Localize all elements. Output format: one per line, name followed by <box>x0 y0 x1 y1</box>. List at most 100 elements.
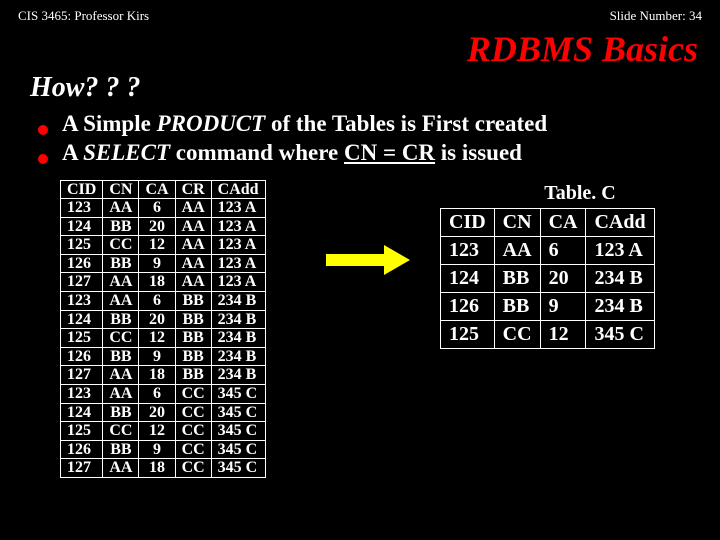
table-cell: 20 <box>139 310 175 329</box>
table-cell: 18 <box>139 366 175 385</box>
table-cell: AA <box>103 199 139 218</box>
table-cell: 345 C <box>211 403 265 422</box>
result-table: CIDCNCACAdd 123AA6123 A124BB20234 B126BB… <box>440 208 655 349</box>
table-cell: 18 <box>139 459 175 478</box>
table-cell: 123 <box>61 385 103 404</box>
bullet-icon <box>38 154 48 164</box>
table-cell: BB <box>103 310 139 329</box>
table-cell: 345 C <box>211 422 265 441</box>
table-cell: BB <box>103 347 139 366</box>
table-row: 126BB9CC345 C <box>61 440 266 459</box>
table-cell: BB <box>103 217 139 236</box>
table-header: CAdd <box>211 180 265 199</box>
table-cell: AA <box>103 292 139 311</box>
table-cell: 345 C <box>211 459 265 478</box>
table-row: 123AA6AA123 A <box>61 199 266 218</box>
table-cell: 234 B <box>211 310 265 329</box>
bullet-item: A SELECT command where CN = CR is issued <box>38 139 720 168</box>
table-cell: 123 <box>61 199 103 218</box>
table-row: 124BB20234 B <box>441 264 655 292</box>
table-cell: CC <box>175 440 211 459</box>
table-cell: BB <box>103 254 139 273</box>
table-cell: 124 <box>441 264 495 292</box>
table-cell: CC <box>175 459 211 478</box>
table-cell: BB <box>175 292 211 311</box>
table-row: 125CC12CC345 C <box>61 422 266 441</box>
table-header: CID <box>61 180 103 199</box>
result-table-title: Table. C <box>480 182 680 205</box>
table-row: 123AA6BB234 B <box>61 292 266 311</box>
bullet-item: A Simple PRODUCT of the Tables is First … <box>38 110 720 139</box>
bullet-list: A Simple PRODUCT of the Tables is First … <box>0 110 720 168</box>
slide-title: RDBMS Basics <box>0 28 720 70</box>
table-row: 124BB20BB234 B <box>61 310 266 329</box>
table-cell: 234 B <box>211 329 265 348</box>
table-cell: BB <box>494 264 540 292</box>
table-cell: 125 <box>61 422 103 441</box>
table-cell: AA <box>103 459 139 478</box>
table-header: CN <box>494 208 540 236</box>
table-cell: AA <box>175 254 211 273</box>
table-cell: CC <box>175 385 211 404</box>
table-cell: 6 <box>139 199 175 218</box>
table-cell: 123 A <box>211 254 265 273</box>
arrow-icon <box>325 245 415 275</box>
table-cell: CC <box>175 422 211 441</box>
product-table: CIDCNCACRCAdd 123AA6AA123 A124BB20AA123 … <box>60 180 266 479</box>
table-cell: 127 <box>61 273 103 292</box>
table-row: 124BB20CC345 C <box>61 403 266 422</box>
bullet-text: A <box>62 140 83 165</box>
table-cell: 6 <box>139 292 175 311</box>
table-cell: AA <box>175 273 211 292</box>
table-cell: 123 A <box>211 273 265 292</box>
table-cell: BB <box>103 440 139 459</box>
table-row: 125CC12345 C <box>441 320 655 348</box>
table-cell: AA <box>103 366 139 385</box>
table-row: 123AA6CC345 C <box>61 385 266 404</box>
table-cell: 6 <box>540 236 586 264</box>
table-cell: 234 B <box>211 366 265 385</box>
table-cell: 127 <box>61 459 103 478</box>
table-cell: 123 A <box>586 236 654 264</box>
table-cell: AA <box>175 236 211 255</box>
bullet-em: SELECT <box>83 140 170 165</box>
table-cell: 123 <box>441 236 495 264</box>
table-cell: 126 <box>61 254 103 273</box>
table-cell: BB <box>175 329 211 348</box>
table-row: 126BB9AA123 A <box>61 254 266 273</box>
table-header: CA <box>540 208 586 236</box>
table-cell: AA <box>494 236 540 264</box>
table-cell: CC <box>103 329 139 348</box>
table-cell: BB <box>103 403 139 422</box>
slide-subhead: How? ? ? <box>0 72 720 104</box>
table-cell: 123 A <box>211 236 265 255</box>
table-header: CN <box>103 180 139 199</box>
table-row: 127AA18BB234 B <box>61 366 266 385</box>
bullet-text: of the Tables is First created <box>265 111 547 136</box>
table-cell: 12 <box>540 320 586 348</box>
table-row: 127AA18CC345 C <box>61 459 266 478</box>
table-cell: 123 <box>61 292 103 311</box>
table-header: CID <box>441 208 495 236</box>
table-header: CAdd <box>586 208 654 236</box>
table-header: CA <box>139 180 175 199</box>
table-cell: 234 B <box>586 292 654 320</box>
table-row: 126BB9BB234 B <box>61 347 266 366</box>
slide-number: Slide Number: 34 <box>610 8 702 24</box>
table-cell: AA <box>175 217 211 236</box>
table-cell: BB <box>494 292 540 320</box>
table-cell: 125 <box>441 320 495 348</box>
table-cell: 18 <box>139 273 175 292</box>
table-cell: 124 <box>61 217 103 236</box>
table-cell: 9 <box>540 292 586 320</box>
table-cell: 6 <box>139 385 175 404</box>
table-cell: 12 <box>139 236 175 255</box>
bullet-underline: CN = CR <box>344 140 435 165</box>
table-row: 127AA18AA123 A <box>61 273 266 292</box>
table-cell: 126 <box>61 347 103 366</box>
table-cell: 20 <box>139 403 175 422</box>
table-header: CR <box>175 180 211 199</box>
bullet-text: command where <box>170 140 344 165</box>
table-cell: BB <box>175 310 211 329</box>
table-cell: 12 <box>139 329 175 348</box>
